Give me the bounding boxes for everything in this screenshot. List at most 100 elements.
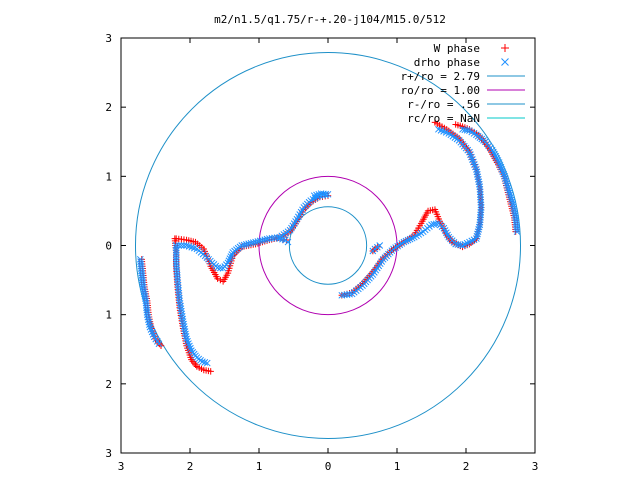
drho-phase-point [496, 161, 504, 169]
drho-phase-point [172, 242, 180, 249]
legend: W phase drho phase r+/ro = 2.79 ro/ro = … [401, 42, 525, 125]
drho-phase-point [502, 177, 510, 185]
drho-phase-point [494, 157, 502, 164]
drho-phase-point [507, 193, 515, 201]
legend-label-w-phase: W phase [434, 42, 480, 55]
drho-phase-point [473, 168, 481, 176]
x-tick-label: 3 [118, 460, 125, 473]
drho-phase-point [175, 242, 183, 249]
drho-phase-point [504, 184, 512, 192]
drho-phase-point [199, 358, 206, 366]
drho-phase-point [506, 189, 513, 196]
drho-phase-point [493, 154, 501, 162]
drho-phase-point [155, 340, 163, 348]
drho-phase-point [508, 196, 515, 203]
y-tick-label: 0 [105, 240, 112, 253]
drho-phase-point [477, 204, 485, 211]
drho-phase-point [508, 198, 516, 206]
drho-phase-point [214, 264, 221, 271]
x-tick-label: 2 [463, 460, 470, 473]
drho-phase-point [178, 310, 186, 318]
drho-phase-point [500, 170, 508, 178]
drho-phase-point [144, 313, 152, 321]
x-tick-label: 3 [532, 460, 539, 473]
y-tick-label: 1 [105, 170, 112, 183]
reference-circle [288, 206, 368, 285]
legend-label-r-minus: r-/ro = .56 [407, 98, 480, 111]
drho-phase-point [310, 192, 318, 200]
chart-title: m2/n1.5/q1.75/r-+.20-j104/M15.0/512 [214, 13, 446, 26]
w-phase-point [217, 276, 224, 284]
x-tick-label: 2 [187, 460, 194, 473]
drho-phase-point [461, 126, 469, 134]
legend-label-drho-phase: drho phase [414, 56, 480, 69]
reference-circles [134, 52, 522, 439]
x-tick-label: 1 [394, 460, 401, 473]
drho-phase-point [400, 238, 408, 246]
drho-phase-point [491, 150, 498, 158]
y-tick-label: 1 [105, 309, 112, 322]
drho-phase-point [143, 311, 151, 319]
drho-phase-point [172, 252, 180, 259]
drho-phase-point [284, 238, 292, 246]
drho-phase-point [501, 172, 508, 180]
drho-phase-point [495, 159, 503, 166]
drho-phase-point [501, 58, 509, 66]
drho-phase-point [497, 163, 505, 171]
drho-phase-point [201, 359, 209, 366]
drho-phase-point [172, 247, 180, 254]
drho-phase-point [477, 206, 485, 214]
drho-phase-point [144, 316, 152, 324]
drho-phase-point [369, 247, 377, 255]
drho-phase-point [477, 196, 485, 204]
drho-phase-point [476, 188, 484, 196]
drho-phase-point [505, 186, 513, 194]
legend-label-ro: ro/ro = 1.00 [401, 84, 480, 97]
drho-phase-point [477, 198, 485, 206]
drho-phase-point [504, 182, 511, 189]
drho-phase-point [182, 333, 190, 340]
drho-phase-point [178, 242, 185, 249]
drho-phase-point [432, 220, 440, 228]
drho-phase-point [402, 237, 410, 245]
drho-phase-point [224, 259, 232, 267]
drho-phase-point [145, 318, 153, 326]
drho-phase-point [492, 152, 500, 160]
y-tick-label: 2 [105, 101, 112, 114]
drho-phase-point [476, 191, 484, 198]
drho-phase-point [172, 249, 180, 257]
legend-label-rc: rc/ro = NaN [407, 112, 480, 125]
drho-phase-point [178, 313, 186, 320]
x-tick-label: 1 [256, 460, 263, 473]
drho-phase-point [477, 193, 484, 201]
drho-phase-point [404, 236, 412, 244]
drho-phase-point [406, 235, 414, 243]
drho-phase-point [146, 321, 153, 328]
drho-phase-point [177, 302, 184, 310]
reference-circle [134, 52, 522, 439]
drho-phase-point [346, 290, 353, 298]
drho-phase-point [227, 253, 235, 260]
drho-phase-point [490, 148, 497, 156]
drho-phase-point [477, 201, 485, 209]
drho-phase-point [172, 256, 180, 264]
drho-phase-point [177, 305, 185, 312]
drho-phase-point [408, 234, 416, 242]
w-phase-point [452, 121, 459, 128]
drho-phase-point [501, 175, 509, 182]
y-tick-label: 3 [105, 447, 112, 460]
w-phase-point [207, 368, 214, 375]
drho-phase-point [498, 166, 506, 173]
y-tick-label: 3 [105, 32, 112, 45]
drho-phase-series [136, 125, 521, 367]
drho-phase-point [176, 300, 184, 307]
w-phase-point [214, 275, 221, 282]
y-tick-label: 2 [105, 378, 112, 391]
drho-phase-point [225, 257, 233, 265]
drho-phase-point [176, 297, 184, 305]
drho-phase-point [313, 191, 320, 199]
drho-phase-point [178, 307, 185, 315]
legend-label-r-plus: r+/ro = 2.79 [401, 70, 480, 83]
